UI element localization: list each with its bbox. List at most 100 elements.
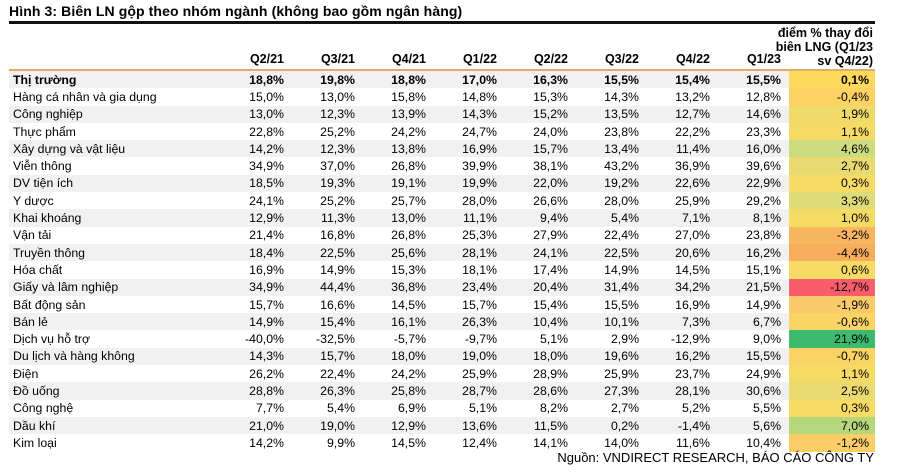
- value-cell: 15,3%: [533, 89, 568, 104]
- value-cell: 10,4%: [746, 435, 781, 450]
- row-label: Hàng cá nhân và gia dụng: [13, 89, 157, 104]
- value-cell: -5,7%: [393, 332, 426, 347]
- row-label: Dịch vụ hỗ trợ: [13, 332, 91, 347]
- value-cell: 13,0%: [249, 107, 284, 122]
- row-label: Du lịch và hàng không: [13, 349, 135, 364]
- table-body: Thị trường 18,8% 19,8% 18,8% 17,0% 16,3% 15,5%…: [9, 71, 875, 452]
- value-cell: 18,8%: [249, 72, 284, 87]
- value-cell: 24,1%: [533, 245, 568, 260]
- value-cell: 18,4%: [249, 245, 284, 260]
- value-cell: 36,9%: [675, 159, 710, 174]
- table-row: Bán lẻ 14,9% 15,4% 16,1% 26,3% 10,4% 10,1% 7,3%…: [9, 313, 875, 331]
- value-cell: 22,5%: [604, 245, 639, 260]
- column-header-change: điểm % thay đổi biên LNG (Q1/23 sv Q4/22): [776, 26, 875, 69]
- value-cell: 9,0%: [752, 332, 781, 347]
- change-cell: 0,3%: [789, 174, 875, 193]
- column-header-q2-21: Q2/21: [249, 52, 284, 66]
- title-rule: [9, 21, 875, 24]
- value-cell: -1,4%: [677, 418, 710, 433]
- value-cell: 15,2%: [533, 107, 568, 122]
- value-cell: 16,6%: [320, 297, 355, 312]
- value-cell: 19,8%: [320, 72, 355, 87]
- value-cell: 12,8%: [746, 89, 781, 104]
- value-cell: 25,9%: [675, 193, 710, 208]
- table-row: Truyền thông 18,4% 22,5% 25,6% 28,1% 24,1% 22,…: [9, 243, 875, 262]
- value-cell: 28,0%: [604, 193, 639, 208]
- row-label: Công nghiệp: [13, 107, 83, 122]
- table-row: Công nghiệp 13,0% 12,3% 13,9% 14,3% 15,2% 13,5…: [9, 105, 875, 123]
- value-cell: 26,8%: [391, 159, 426, 174]
- value-cell: 16,9%: [249, 262, 284, 277]
- table-row: DV tiện ích 18,5% 19,3% 19,1% 19,9% 22,0% 19,2…: [9, 174, 875, 193]
- row-label: Hóa chất: [13, 262, 63, 277]
- value-cell: 11,3%: [321, 211, 355, 226]
- value-cell: 25,8%: [391, 383, 426, 398]
- change-cell: -12,7%: [789, 278, 875, 296]
- value-cell: 37,0%: [320, 159, 355, 174]
- value-cell: 31,4%: [604, 280, 639, 295]
- value-cell: 26,8%: [391, 228, 426, 243]
- value-cell: 43,2%: [604, 159, 639, 174]
- value-cell: 15,5%: [746, 349, 781, 364]
- value-cell: 16,2%: [675, 349, 710, 364]
- value-cell: 23,3%: [746, 124, 781, 139]
- value-cell: 27,3%: [604, 383, 639, 398]
- value-cell: 15,5%: [746, 72, 781, 87]
- value-cell: 2,7%: [610, 401, 639, 416]
- value-cell: 14,9%: [604, 262, 639, 277]
- value-cell: 15,0%: [249, 89, 284, 104]
- value-cell: 19,0%: [462, 349, 497, 364]
- value-cell: 13,6%: [462, 418, 497, 433]
- table-row: Hàng cá nhân và gia dụng 15,0% 13,0% 15,8% 1…: [9, 88, 875, 106]
- value-cell: 15,4%: [533, 297, 568, 312]
- value-cell: 14,0%: [604, 435, 639, 450]
- header-rule: [9, 69, 875, 71]
- value-cell: 7,1%: [681, 211, 710, 226]
- value-cell: 17,4%: [533, 262, 568, 277]
- value-cell: 26,3%: [462, 314, 497, 329]
- value-cell: 14,1%: [533, 435, 568, 450]
- value-cell: -40,0%: [245, 332, 284, 347]
- value-cell: 13,9%: [391, 107, 426, 122]
- value-cell: 22,0%: [533, 176, 568, 191]
- row-label: Y dược: [13, 193, 54, 208]
- row-label: Công nghệ: [13, 401, 74, 416]
- value-cell: 18,5%: [249, 176, 284, 191]
- value-cell: 28,1%: [462, 245, 497, 260]
- table-row: Vận tải 21,4% 16,8% 26,8% 25,3% 27,9% 22,4% 27,…: [9, 226, 875, 244]
- value-cell: -12,9%: [671, 332, 710, 347]
- row-label: Bán lẻ: [13, 314, 48, 329]
- column-header-q3-22: Q3/22: [604, 52, 639, 66]
- value-cell: 15,4%: [675, 72, 710, 87]
- column-header-q4-21: Q4/21: [391, 52, 426, 66]
- value-cell: 28,1%: [675, 383, 710, 398]
- table-row: Điện 26,2% 22,4% 24,2% 25,9% 28,9% 25,9% 23,7% 2…: [9, 365, 875, 383]
- value-cell: 26,6%: [533, 193, 568, 208]
- value-cell: 11,6%: [676, 435, 710, 450]
- value-cell: 36,8%: [391, 280, 426, 295]
- value-cell: 13,5%: [604, 107, 639, 122]
- value-cell: 14,3%: [604, 89, 639, 104]
- table-row: Viễn thông 34,9% 37,0% 26,8% 39,9% 38,1% 43,2%…: [9, 157, 875, 175]
- value-cell: 5,4%: [610, 211, 639, 226]
- value-cell: 5,2%: [681, 401, 710, 416]
- value-cell: 14,8%: [462, 89, 497, 104]
- value-cell: 9,9%: [326, 435, 355, 450]
- change-cell: 0,3%: [789, 399, 875, 417]
- value-cell: 0,2%: [610, 418, 639, 433]
- value-cell: 13,2%: [675, 89, 710, 104]
- value-cell: 11,5%: [534, 418, 568, 433]
- value-cell: 9,4%: [539, 211, 568, 226]
- value-cell: 12,3%: [320, 141, 355, 156]
- value-cell: 14,5%: [391, 297, 426, 312]
- table-row: Kim loại 14,2% 9,9% 14,5% 12,4% 14,1% 14,0% 11,…: [9, 434, 875, 452]
- value-cell: 22,8%: [249, 124, 284, 139]
- figure-title: Hình 3: Biên LN gộp theo nhóm ngành (khô…: [9, 3, 463, 19]
- table-row: Đồ uống 28,8% 26,3% 25,8% 28,7% 28,6% 27,3% 28,…: [9, 382, 875, 400]
- change-cell: 2,7%: [789, 157, 875, 175]
- value-cell: 25,6%: [391, 245, 426, 260]
- value-cell: 15,7%: [533, 141, 568, 156]
- value-cell: 34,9%: [249, 159, 284, 174]
- change-cell: 7,0%: [789, 416, 875, 435]
